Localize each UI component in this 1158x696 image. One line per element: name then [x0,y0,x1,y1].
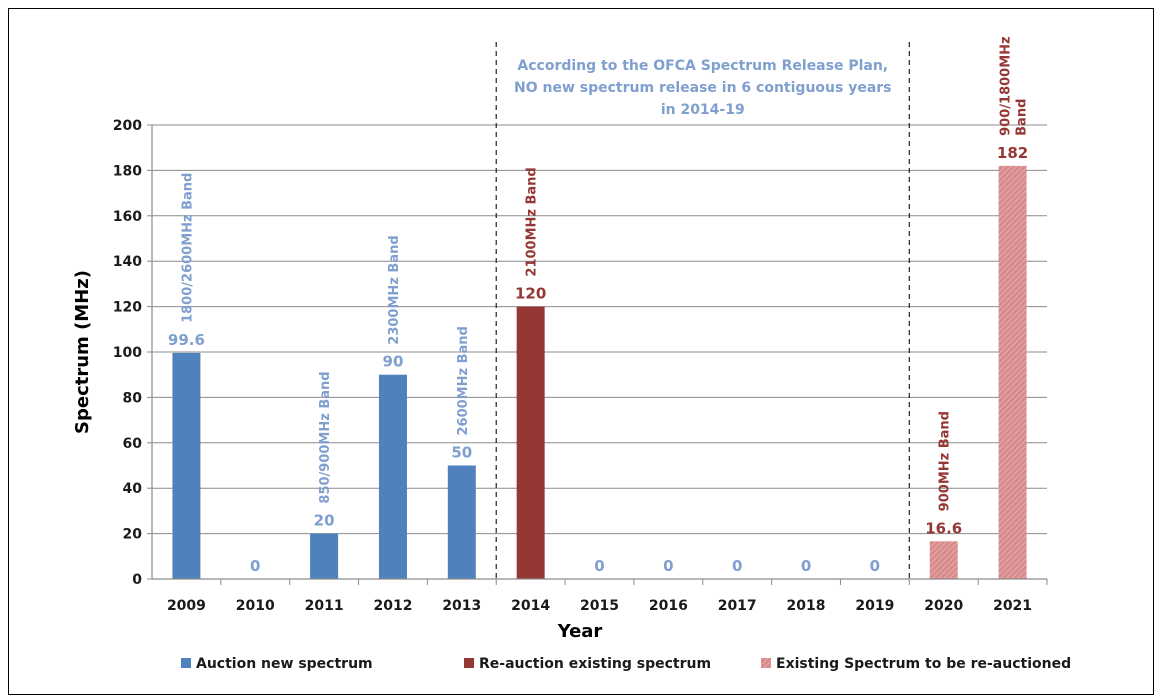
x-tick-label-2009: 2009 [167,598,206,614]
value-label-2013: 50 [451,444,472,462]
x-tick-label-2019: 2019 [855,598,894,614]
value-label-2017: 0 [732,557,742,575]
x-tick-label-2010: 2010 [236,598,275,614]
x-tick-label-2016: 2016 [649,598,688,614]
bar-2011 [310,533,339,579]
legend-label-auction-new: Auction new spectrum [196,656,373,672]
x-tick-label-2015: 2015 [580,598,619,614]
y-tick-label: 80 [123,390,143,406]
value-label-2016: 0 [663,557,673,575]
value-label-2012: 90 [383,353,404,371]
y-tick-label: 200 [113,118,142,134]
x-tick-label-2014: 2014 [511,598,550,614]
band-label-2012: 2300MHz Band [387,235,402,344]
x-tick-label-2013: 2013 [442,598,481,614]
bar-2020 [929,541,958,579]
value-label-2015: 0 [594,557,604,575]
y-tick-label: 0 [132,572,142,588]
legend: Auction new spectrum Re-auction existing… [181,656,1071,672]
y-tick-label: 60 [123,436,143,452]
band-label-2011: 850/900MHz Band [318,371,333,503]
x-tick-label-2020: 2020 [924,598,963,614]
x-tick-label-2011: 2011 [305,598,344,614]
y-tick-label: 140 [113,254,142,270]
bar-2009 [172,352,201,579]
value-label-2018: 0 [801,557,811,575]
y-tick-label: 180 [113,163,142,179]
bar-2014 [516,306,545,579]
bar-2021 [998,165,1027,580]
x-axis-title: Year [557,621,603,642]
y-tick-label: 20 [123,527,143,543]
band-label-2014: 2100MHz Band [525,167,540,276]
bar-2012 [378,374,407,579]
band-label-2020: 900MHz Band [938,411,953,511]
bar-2013 [447,465,476,579]
y-tick-label: 40 [123,481,143,497]
y-tick-label: 100 [113,345,142,361]
x-tick-label-2012: 2012 [373,598,412,614]
band-label-2009: 1800/2600MHz Band [180,173,195,323]
legend-label-re-auction: Re-auction existing spectrum [479,656,711,672]
y-tick-label: 120 [113,300,142,316]
band-label-2013: 2600MHz Band [456,326,471,435]
legend-swatch-to-be-re-auctioned [761,658,771,668]
value-label-2019: 0 [870,557,880,575]
chart-frame [8,8,1154,695]
y-axis-title: Spectrum (MHz) [72,270,93,434]
release-plan-annotation: According to the OFCA Spectrum Release P… [514,58,892,118]
y-tick-label: 160 [113,209,142,225]
legend-label-to-be-re-auctioned: Existing Spectrum to be re-auctioned [776,656,1071,672]
legend-swatch-auction-new [181,658,191,668]
value-label-2020: 16.6 [925,519,962,537]
value-label-2021: 182 [997,144,1028,162]
x-tick-label-2021: 2021 [993,598,1032,614]
value-label-2010: 0 [250,557,260,575]
value-label-2011: 20 [314,512,335,530]
x-tick-label-2018: 2018 [787,598,826,614]
x-tick-label-2017: 2017 [718,598,757,614]
band-label-2021: 900/1800MHzBand [999,36,1030,135]
value-label-2009: 99.6 [168,331,205,349]
legend-swatch-re-auction [464,658,474,668]
value-label-2014: 120 [515,285,546,303]
